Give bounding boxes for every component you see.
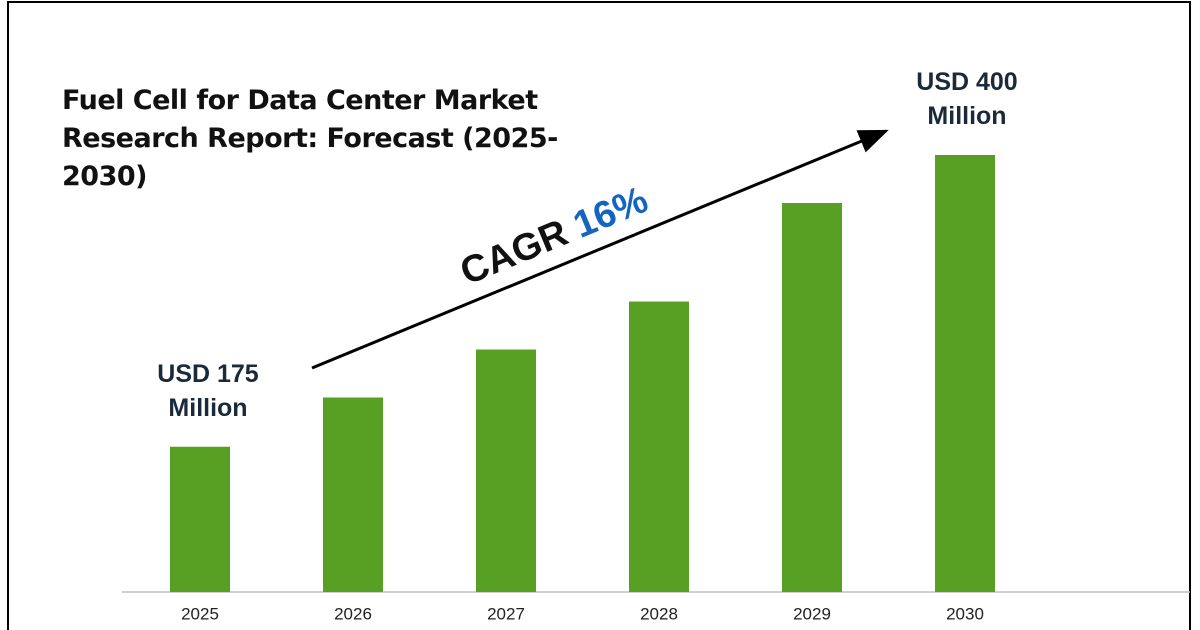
x-tick-label: 2025 — [181, 604, 219, 623]
x-tick-label: 2030 — [946, 604, 984, 623]
bar — [323, 397, 383, 592]
chart-title: Fuel Cell for Data Center Market Researc… — [62, 85, 558, 192]
bar — [935, 155, 995, 592]
cagr-annotation: CAGR 16% — [455, 179, 654, 294]
x-tick-label: 2027 — [487, 604, 525, 623]
cagr-value: 16% — [568, 179, 654, 247]
value-label: USD 175 Million — [157, 359, 259, 422]
bar — [629, 301, 689, 592]
value-label: USD 400 Million — [916, 68, 1018, 130]
frame — [7, 1, 1191, 630]
trend-arrow — [311, 129, 889, 370]
bar — [476, 349, 536, 592]
x-tick-label: 2026 — [334, 604, 372, 623]
bar — [170, 446, 230, 592]
cagr-text: CAGR — [455, 212, 574, 294]
x-tick-label: 2028 — [640, 604, 678, 623]
bar — [782, 202, 842, 592]
x-tick-label: 2029 — [793, 604, 831, 623]
